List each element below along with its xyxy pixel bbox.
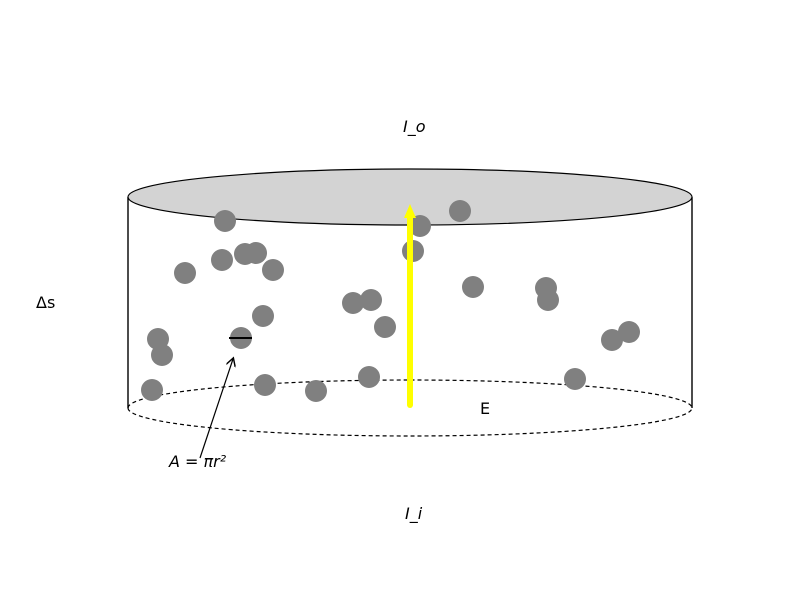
particle bbox=[245, 242, 267, 264]
particle bbox=[601, 329, 623, 351]
particle bbox=[214, 210, 236, 232]
outgoing-intensity-label: I_o bbox=[403, 117, 426, 137]
particle bbox=[254, 374, 276, 396]
particle bbox=[252, 305, 274, 327]
particle bbox=[537, 289, 559, 311]
particle bbox=[564, 368, 586, 390]
incoming-intensity-label: I_i bbox=[405, 504, 423, 524]
particle bbox=[174, 262, 196, 284]
particle bbox=[374, 316, 396, 338]
particles bbox=[141, 200, 640, 402]
particle bbox=[360, 289, 382, 311]
particle bbox=[618, 321, 640, 343]
particle bbox=[409, 215, 431, 237]
cylinder-bottom-front-edge bbox=[127, 407, 693, 437]
particle bbox=[211, 249, 233, 271]
particle bbox=[449, 200, 471, 222]
particle bbox=[305, 380, 327, 402]
path-length-label: Δs bbox=[36, 293, 55, 312]
light-beam-arrowhead bbox=[404, 204, 416, 218]
particle bbox=[342, 292, 364, 314]
particle bbox=[141, 379, 163, 401]
area-annotation-arrow bbox=[199, 359, 233, 459]
field-label: E bbox=[480, 399, 490, 418]
particle bbox=[151, 344, 173, 366]
particle bbox=[358, 366, 380, 388]
particle bbox=[262, 259, 284, 281]
area-formula-label: A = πr² bbox=[168, 452, 227, 471]
particle bbox=[462, 276, 484, 298]
